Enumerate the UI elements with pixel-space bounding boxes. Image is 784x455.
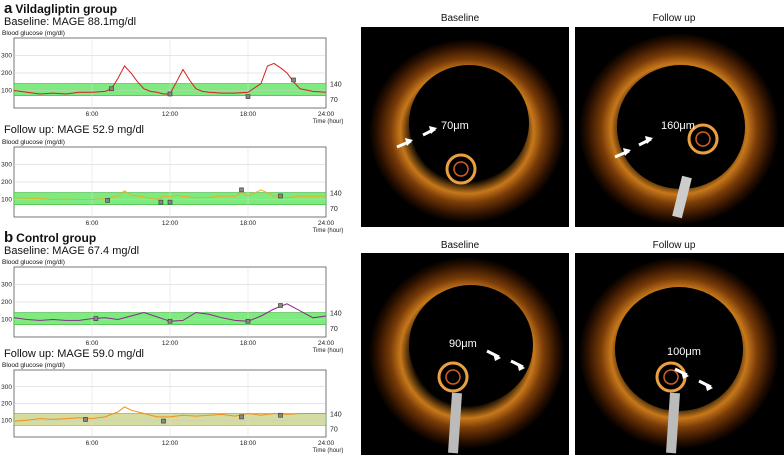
oct-a-followup-measure: 160μm (661, 120, 695, 132)
x-tick-label: 12:00 (162, 220, 179, 227)
event-marker (239, 414, 244, 420)
oct-a-followup-label: Follow up (652, 13, 696, 24)
x-tick-label: 18:00 (240, 111, 257, 118)
ylabel-3: Blood glucose (mg/dl) (2, 259, 65, 266)
oct-b-followup-measure: 100μm (667, 346, 701, 358)
y-tick-label: 100 (1, 417, 12, 424)
x-tick-label: 24:00 (318, 111, 335, 118)
x-axis-label: Time (hour) (313, 448, 344, 454)
glucose-series-line (13, 62, 327, 95)
event-marker (245, 94, 251, 99)
event-marker (93, 316, 99, 321)
x-tick-label: 6:00 (86, 220, 99, 227)
y-tick-label: 300 (1, 384, 12, 391)
x-tick-label: 12:00 (162, 440, 179, 447)
oct-a-baseline-label: Baseline (440, 13, 480, 24)
panel-b-letter: b (4, 229, 14, 246)
event-marker (158, 199, 164, 205)
y-tick-label: 200 (1, 179, 12, 186)
event-marker (167, 199, 173, 205)
y-tick-label: 100 (1, 88, 12, 95)
oct-b-followup-label: Follow up (652, 240, 696, 251)
x-tick-label: 12:00 (162, 340, 179, 347)
panel-a-baseline-title: Baseline: MAGE 88.1mg/dl (4, 16, 137, 28)
panel-b-followup-title: Follow up: MAGE 59.0 mg/dl (4, 348, 145, 360)
glucose-series-line (13, 406, 326, 422)
event-marker (105, 198, 110, 203)
event-marker (245, 318, 251, 324)
band-label-lower: 70 (330, 206, 338, 213)
y-tick-label: 200 (1, 299, 12, 306)
panel-b-baseline-title: Baseline: MAGE 67.4 mg/dl (4, 245, 140, 257)
event-marker (239, 187, 244, 193)
y-tick-label: 100 (1, 197, 12, 204)
panel-b-heading: b Control group (4, 229, 96, 246)
x-tick-label: 18:00 (240, 440, 257, 447)
panel-a-heading: a Vildagliptin group (4, 0, 117, 17)
oct-image-b-followup: 100μm (575, 253, 784, 455)
band-label-lower: 70 (330, 326, 338, 333)
band-label-upper: 140 (330, 412, 342, 419)
event-marker (278, 193, 283, 199)
glucose-series-line (13, 189, 327, 201)
ylabel-1: Blood glucose (mg/dl) (2, 30, 65, 37)
panel-a-followup-title: Follow up: MAGE 52.9 mg/dl (4, 124, 145, 136)
event-marker (109, 86, 114, 92)
y-tick-label: 300 (1, 162, 12, 169)
event-marker (291, 77, 296, 83)
y-tick-label: 200 (1, 70, 12, 77)
x-tick-label: 24:00 (318, 340, 335, 347)
event-marker (83, 417, 88, 422)
oct-a-baseline-measure: 70μm (441, 120, 469, 132)
band-label-lower: 70 (330, 426, 338, 433)
x-tick-label: 6:00 (86, 340, 99, 347)
x-axis-label: Time (hour) (313, 119, 344, 125)
x-tick-label: 6:00 (86, 440, 99, 447)
band-label-upper: 140 (330, 311, 342, 318)
panel-a-group: Vildagliptin group (15, 2, 118, 16)
event-marker (167, 91, 173, 97)
y-tick-label: 300 (1, 282, 12, 289)
x-tick-label: 18:00 (240, 340, 257, 347)
panel-b-group: Control group (16, 231, 97, 245)
event-marker (161, 418, 166, 424)
x-tick-label: 18:00 (240, 220, 257, 227)
event-marker (167, 318, 173, 324)
oct-image-b-baseline: 90μm (361, 253, 569, 455)
oct-image-a-followup: 160μm (575, 27, 784, 227)
x-tick-label: 24:00 (318, 440, 335, 447)
oct-b-baseline-measure: 90μm (449, 338, 477, 350)
x-tick-label: 24:00 (318, 220, 335, 227)
x-axis-label: Time (hour) (313, 228, 344, 234)
y-tick-label: 200 (1, 401, 12, 408)
ylabel-2: Blood glucose (mg/dl) (2, 139, 65, 146)
panel-a-letter: a (4, 0, 13, 17)
oct-b-baseline-label: Baseline (440, 240, 480, 251)
y-tick-label: 100 (1, 317, 12, 324)
x-tick-label: 6:00 (86, 111, 99, 118)
ylabel-4: Blood glucose (mg/dl) (2, 362, 65, 369)
y-tick-label: 300 (1, 53, 12, 60)
band-label-upper: 140 (330, 191, 342, 198)
oct-image-a-baseline: 70μm (361, 27, 569, 227)
event-marker (278, 303, 283, 308)
band-label-upper: 140 (330, 82, 342, 89)
event-marker (278, 412, 283, 418)
x-tick-label: 12:00 (162, 111, 179, 118)
band-label-lower: 70 (330, 97, 338, 104)
x-axis-label: Time (hour) (313, 348, 344, 354)
